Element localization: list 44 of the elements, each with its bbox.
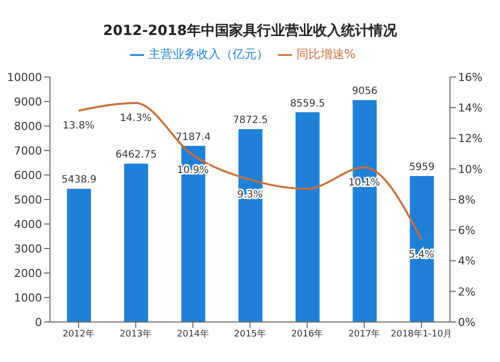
y2-tick-label: 10% (458, 162, 482, 176)
legend-label: 同比增速% (296, 47, 356, 61)
y-tick-label: 7000 (14, 144, 42, 158)
data-label: 7872.5 (232, 115, 268, 126)
y-tick-label: 3000 (14, 242, 42, 256)
legend-label: 主营业务收入（亿元） (148, 47, 268, 61)
y-tick-label: 6000 (14, 168, 42, 182)
data-label: 6462.75 (115, 150, 157, 161)
y-tick-label: 2000 (14, 266, 42, 280)
y-tick-label: 4000 (14, 218, 42, 231)
x-tick-label: 2012年 (62, 328, 95, 340)
data-label: 13.8% (62, 120, 94, 132)
y-tick-label: 10000 (7, 70, 42, 84)
y-tick-label: 8000 (14, 120, 42, 133)
x-tick-label: 2016年 (291, 328, 324, 340)
y-tick-label: 0 (35, 316, 42, 329)
y-tick-label: 9000 (14, 95, 42, 108)
data-label: 7187.4 (176, 132, 211, 143)
bar (410, 176, 434, 322)
x-tick-label: 2013年 (120, 328, 152, 340)
bar (67, 188, 91, 322)
y2-tick-label: 12% (458, 132, 482, 146)
bar (238, 129, 262, 322)
y-tick-label: 1000 (14, 291, 42, 304)
y2-tick-label: 4% (458, 254, 476, 268)
y2-tick-label: 6% (458, 224, 476, 238)
data-label: 14.3% (120, 113, 152, 124)
y2-tick-label: 0% (458, 316, 476, 329)
bar (124, 164, 148, 322)
x-tick-label: 2014年 (176, 328, 209, 340)
data-label: 5438.9 (62, 174, 96, 186)
y2-tick-label: 2% (458, 285, 476, 298)
x-tick-label: 2017年 (348, 328, 380, 340)
data-label: 8559.5 (290, 98, 326, 110)
chart-title: 2012-2018年中国家具行业营业收入统计情况 (102, 22, 398, 40)
x-tick-label: 2018年1-10月 (390, 328, 452, 340)
y2-tick-label: 8% (458, 193, 476, 206)
y2-tick-label: 16% (458, 70, 482, 84)
data-label: 9056 (352, 86, 378, 98)
y-tick-label: 5000 (14, 193, 42, 206)
x-tick-label: 2015年 (234, 328, 266, 340)
data-label: 5959 (409, 162, 435, 174)
bar (296, 112, 320, 322)
y2-tick-label: 14% (458, 102, 482, 115)
